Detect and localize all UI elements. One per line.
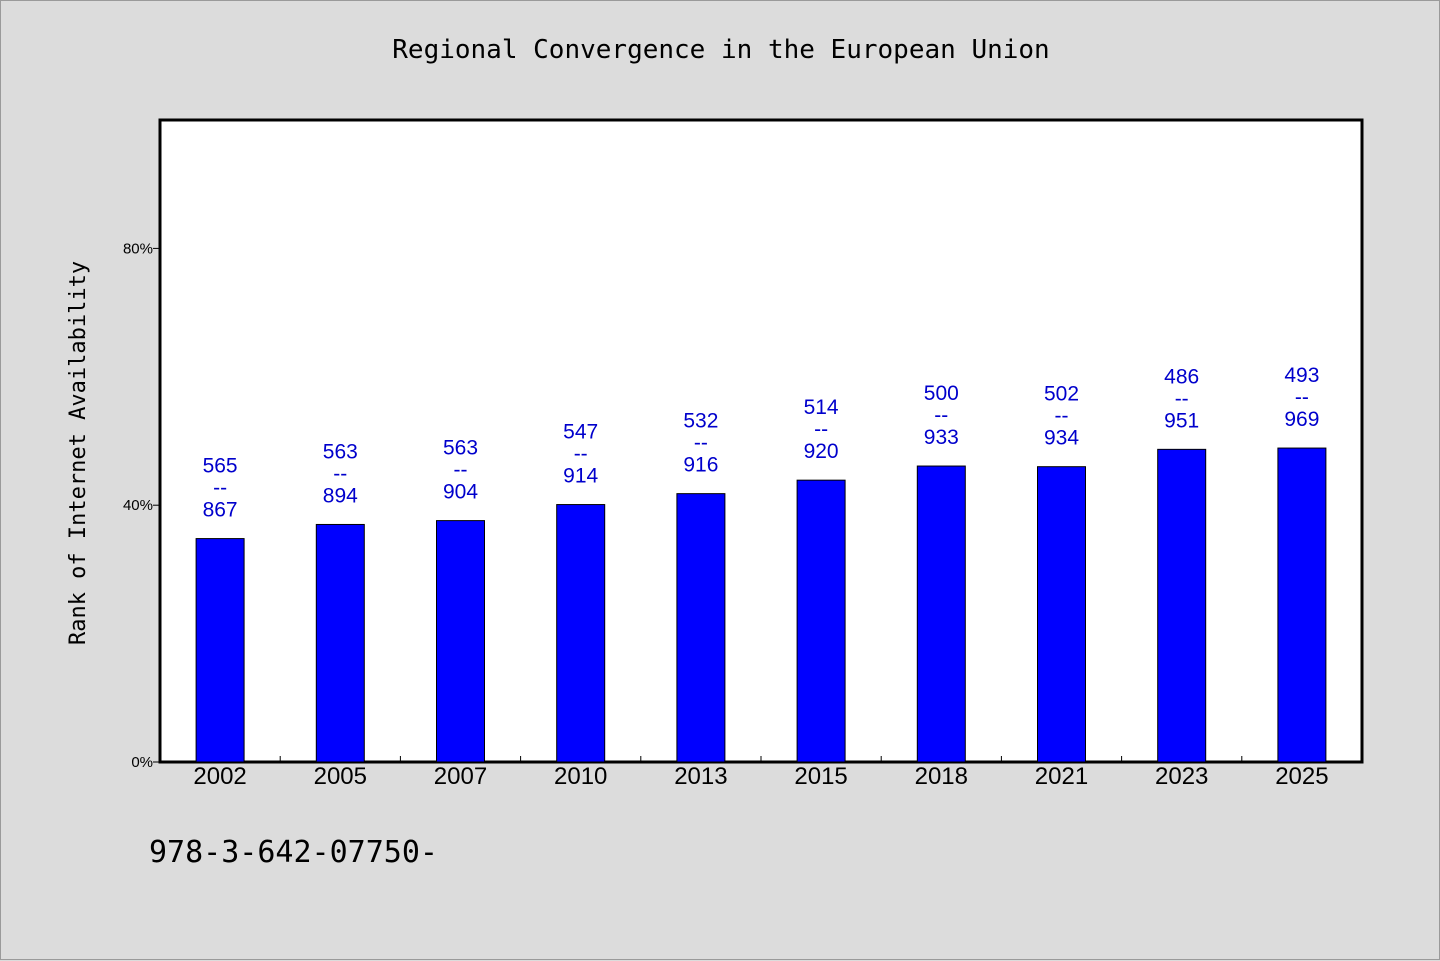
data-label-separator-2010: -- (574, 443, 588, 466)
x-tick-label-2010: 2010 (554, 763, 607, 790)
x-tick-label-2015: 2015 (794, 763, 847, 790)
data-label-top-2007: 563 (443, 437, 478, 460)
x-tick-label-2002: 2002 (193, 763, 246, 790)
y-tick-label-40: 40% (123, 497, 153, 514)
data-label-separator-2025: -- (1295, 386, 1309, 409)
data-label-bottom-2005: 894 (323, 484, 358, 507)
x-tick-label-2023: 2023 (1155, 763, 1208, 790)
bar-2025 (1277, 447, 1327, 763)
data-label-separator-2015: -- (814, 418, 828, 441)
data-label-bottom-2010: 914 (563, 465, 598, 488)
x-tick-label-2013: 2013 (674, 763, 727, 790)
bar-2010 (556, 504, 606, 763)
x-tick-label-2021: 2021 (1035, 763, 1088, 790)
data-label-separator-2021: -- (1055, 405, 1069, 428)
y-axis-label: Rank of Internet Availability (66, 261, 91, 645)
x-tick-label-2025: 2025 (1275, 763, 1328, 790)
bar-2015 (796, 479, 846, 763)
data-label-top-2005: 563 (323, 440, 358, 463)
data-label-separator-2002: -- (213, 477, 227, 500)
bar-2005 (315, 523, 365, 763)
data-label-separator-2023: -- (1175, 387, 1189, 410)
x-tick-label-2018: 2018 (915, 763, 968, 790)
data-label-top-2002: 565 (203, 455, 238, 478)
x-tick-label-2007: 2007 (434, 763, 487, 790)
data-labels-layer: 565--867563--894563--904547--914532--916… (203, 364, 1320, 522)
data-label-separator-2005: -- (333, 462, 347, 485)
data-label-top-2021: 502 (1044, 383, 1079, 406)
data-label-top-2013: 532 (683, 410, 718, 433)
data-label-bottom-2018: 933 (924, 426, 959, 449)
y-tick-label-0: 0% (131, 754, 153, 771)
x-axis: 2002 2005 2007 2010 2013 2015 2018 2021 2023 2025 (193, 756, 1329, 790)
data-label-bottom-2021: 934 (1044, 427, 1079, 450)
data-label-bottom-2007: 904 (443, 481, 478, 504)
y-axis: 0% 40% 80% (123, 240, 160, 771)
data-label-bottom-2023: 951 (1164, 409, 1199, 432)
data-label-bottom-2002: 867 (203, 499, 238, 522)
bar-2013 (676, 493, 726, 763)
bars-layer (195, 447, 1327, 763)
bar-2021 (1037, 466, 1086, 763)
x-tick-label-2005: 2005 (314, 763, 367, 790)
data-label-separator-2007: -- (454, 459, 468, 482)
data-label-bottom-2013: 916 (683, 454, 718, 477)
data-label-bottom-2015: 920 (804, 440, 839, 463)
y-tick-label-80: 80% (123, 240, 153, 257)
data-label-separator-2018: -- (934, 404, 948, 427)
data-label-top-2025: 493 (1284, 364, 1319, 387)
chart-title: Regional Convergence in the European Uni… (392, 35, 1050, 65)
bar-2002 (195, 538, 245, 763)
data-label-separator-2013: -- (694, 432, 708, 455)
bar-2007 (436, 520, 485, 763)
data-label-top-2010: 547 (563, 421, 598, 444)
data-label-top-2018: 500 (924, 382, 959, 405)
footer-code: 978-3-642-07750- (149, 835, 438, 870)
data-label-top-2015: 514 (804, 396, 839, 419)
data-label-top-2023: 486 (1164, 365, 1199, 388)
bar-2023 (1157, 448, 1207, 763)
data-label-bottom-2025: 969 (1284, 408, 1319, 431)
bar-2018 (916, 465, 966, 763)
